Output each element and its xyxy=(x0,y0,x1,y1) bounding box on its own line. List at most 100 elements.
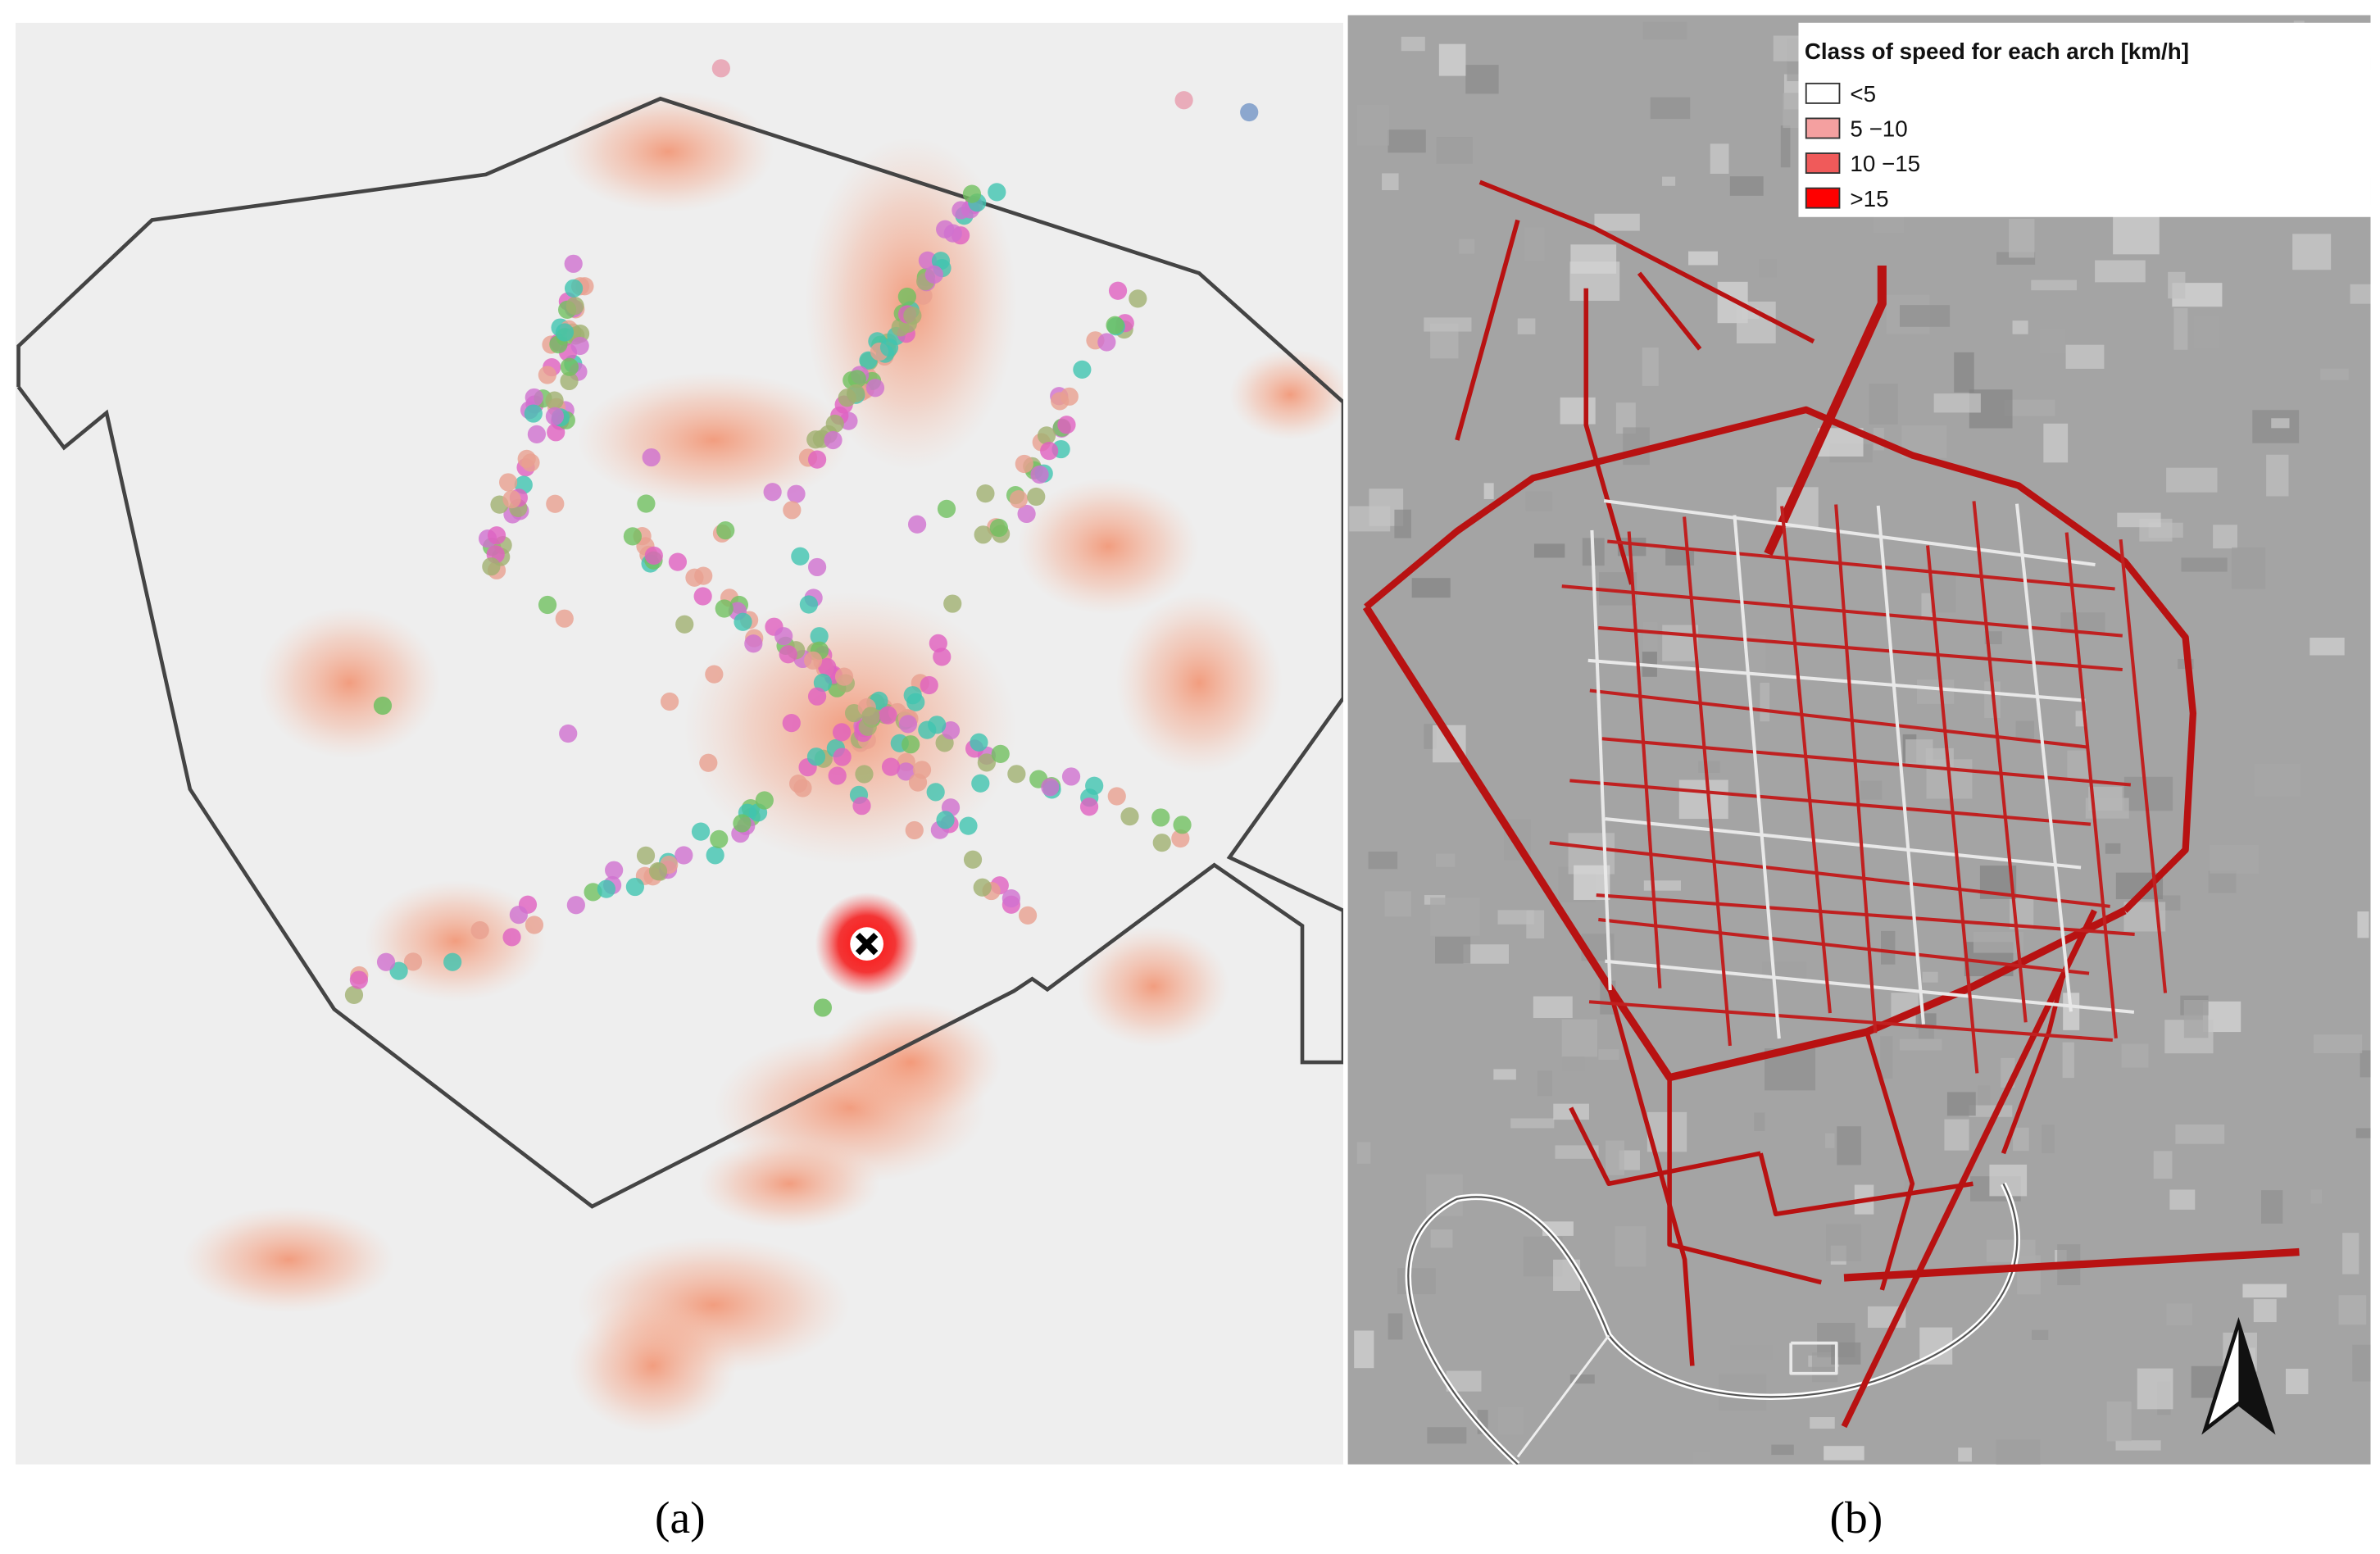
road xyxy=(1605,959,2135,1014)
road xyxy=(1588,1000,2113,1043)
point xyxy=(962,184,982,203)
aerial-block xyxy=(1826,1224,1861,1261)
point xyxy=(685,568,704,587)
aerial-block xyxy=(1958,1447,1972,1462)
aerial-block xyxy=(2232,547,2266,589)
aerial-block xyxy=(2253,1299,2277,1323)
point xyxy=(525,916,544,934)
aerial-block xyxy=(2338,1295,2367,1325)
aerial-block xyxy=(2360,1050,2371,1078)
road xyxy=(1972,501,2028,1023)
road xyxy=(1569,1106,1761,1186)
point xyxy=(509,906,528,925)
aerial-block xyxy=(1916,679,1955,704)
point xyxy=(974,525,992,544)
point xyxy=(344,985,364,1004)
aerial-block xyxy=(1483,483,1494,499)
point xyxy=(566,896,585,915)
road xyxy=(2001,970,2067,1155)
point xyxy=(555,323,575,342)
heat-blob xyxy=(1016,478,1200,615)
aerial-block xyxy=(2292,234,2332,270)
heat-blob xyxy=(1229,348,1344,440)
aerial-block xyxy=(1388,130,1426,153)
point xyxy=(443,952,462,971)
aerial-block xyxy=(1388,1313,1403,1340)
aerial-block xyxy=(1561,1019,1597,1057)
point xyxy=(989,518,1008,538)
road xyxy=(1587,658,2086,702)
aerial-block xyxy=(2168,271,2186,299)
aerial-block xyxy=(2266,454,2289,497)
aerial-block xyxy=(1615,402,1636,434)
point xyxy=(711,59,730,78)
point xyxy=(806,747,826,766)
point xyxy=(807,450,827,469)
point xyxy=(644,546,663,565)
road xyxy=(1764,266,1887,557)
point xyxy=(389,961,408,980)
point xyxy=(991,744,1010,763)
road xyxy=(1478,179,1815,344)
road xyxy=(1362,605,2127,1082)
point xyxy=(1027,487,1046,507)
aerial-block xyxy=(1356,1142,1371,1164)
point xyxy=(349,970,369,989)
point xyxy=(1009,490,1029,509)
road xyxy=(1843,1247,2300,1282)
aerial-block xyxy=(1356,105,1389,146)
heat-blob xyxy=(364,879,547,1002)
point xyxy=(642,448,661,467)
point xyxy=(691,822,711,841)
aerial-block xyxy=(2062,1042,2074,1079)
legend-label: <5 xyxy=(1850,81,1876,107)
aerial-block xyxy=(1524,227,1545,261)
aerial-block xyxy=(2175,1125,2225,1144)
road xyxy=(1780,506,1832,1014)
aerial-block xyxy=(1771,1444,1794,1456)
point xyxy=(625,877,644,897)
heat-blob xyxy=(561,91,774,213)
aerial-block xyxy=(1825,1133,1835,1148)
heat-layer xyxy=(182,91,1344,1434)
aerial-block xyxy=(1710,143,1729,175)
aerial-block xyxy=(2017,1255,2041,1295)
aerial-block xyxy=(2012,320,2028,334)
point xyxy=(1174,91,1193,110)
aerial-block xyxy=(2166,467,2218,493)
aerial-block xyxy=(1570,244,1617,274)
point xyxy=(502,928,521,947)
point xyxy=(705,665,724,684)
point xyxy=(565,296,584,316)
aerial-block xyxy=(1394,509,1411,538)
aerial-block xyxy=(2166,1303,2192,1325)
point xyxy=(926,783,945,802)
point xyxy=(564,279,584,298)
point xyxy=(1240,102,1259,122)
road xyxy=(1864,1031,1915,1291)
point xyxy=(813,673,833,693)
aerial-block xyxy=(1525,491,1552,511)
aerial-block xyxy=(1384,891,1412,917)
aerial-block xyxy=(2031,279,2078,291)
point xyxy=(861,707,880,725)
legend-title: Class of speed for each arch [km/h] xyxy=(1805,39,2189,64)
point-layer xyxy=(344,59,1259,1017)
point xyxy=(920,675,938,695)
point xyxy=(912,761,932,779)
aerial-block xyxy=(1430,1229,1453,1248)
point xyxy=(498,473,518,492)
road xyxy=(1516,1334,1610,1458)
point xyxy=(1073,360,1092,379)
road xyxy=(1590,529,1612,991)
road xyxy=(1364,406,2197,913)
aerial-block xyxy=(2117,512,2161,528)
road xyxy=(1834,504,1878,1034)
road xyxy=(1841,909,2097,1429)
aerial-block xyxy=(1605,1140,1624,1175)
aerial-block xyxy=(1427,1427,1467,1444)
point xyxy=(846,384,865,403)
point xyxy=(570,336,589,356)
point xyxy=(373,696,393,716)
aerial-block xyxy=(2355,1128,2371,1138)
